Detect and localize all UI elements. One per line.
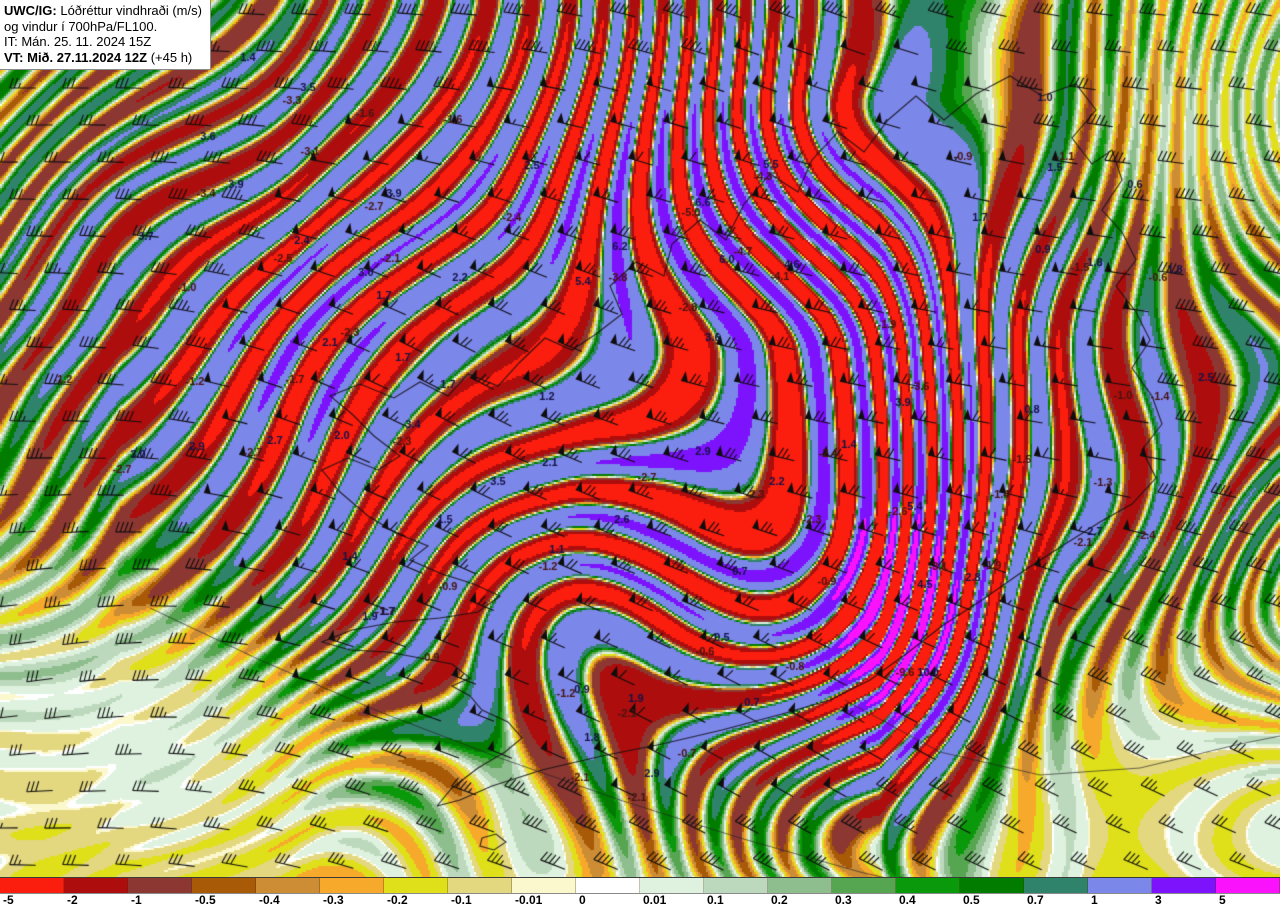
colorbar-tick-label: 5 <box>1219 893 1226 907</box>
colorbar-swatch <box>320 878 384 893</box>
colorbar-swatch <box>192 878 256 893</box>
map-info-box: UWC/IG: Lóðréttur vindhraði (m/s) og vin… <box>0 0 211 70</box>
map-area: UWC/IG: Lóðréttur vindhraði (m/s) og vin… <box>0 0 1280 877</box>
vertical-velocity-map-canvas <box>0 0 1280 877</box>
colorbar-swatch <box>448 878 512 893</box>
valid-time-offset: (+45 h) <box>150 49 193 65</box>
colorbar-swatches <box>0 877 1280 894</box>
colorbar-tick-label: 0.4 <box>899 893 916 907</box>
colorbar-swatch <box>640 878 704 893</box>
colorbar-swatch <box>64 878 128 893</box>
init-time-line: IT: Mán. 25. 11. 2024 15Z <box>4 34 152 49</box>
colorbar-tick-label: -0.01 <box>515 893 543 907</box>
map-title: Lóðréttur vindhraði (m/s) <box>60 3 202 18</box>
colorbar-tick-label: 0.5 <box>963 893 980 907</box>
colorbar-tick-label: -1 <box>131 893 142 907</box>
colorbar-tick-label: 0.01 <box>643 893 667 907</box>
colorbar-swatch <box>512 878 576 893</box>
colorbar-swatch <box>960 878 1024 893</box>
colorbar-tick-label: 1 <box>1091 893 1098 907</box>
colorbar-tick-label: -0.3 <box>323 893 344 907</box>
colorbar-tick-label: 0 <box>579 893 586 907</box>
colorbar-tick-label: 0.7 <box>1027 893 1044 907</box>
colorbar-swatch <box>0 878 64 893</box>
valid-time-bold: VT: Mið. 27.11.2024 12Z <box>4 49 148 65</box>
colorbar-tick-label: -0.5 <box>195 893 216 907</box>
model-label: UWC/IG: <box>4 3 57 18</box>
colorbar-legend: -5 -2 -1 -0.5 -0.4 -0.3 -0.2 -0.1 -0.01 0 0.01 0.1 0… <box>0 877 1280 908</box>
colorbar-swatch <box>256 878 320 893</box>
colorbar-tick-labels: -5 -2 -1 -0.5 -0.4 -0.3 -0.2 -0.1 -0.01 0 0.01 0.1 0… <box>0 893 1280 908</box>
colorbar-swatch <box>128 878 192 893</box>
colorbar-tick-label: 0.3 <box>835 893 852 907</box>
colorbar-tick-label: 3 <box>1155 893 1162 907</box>
colorbar-tick-label: -5 <box>3 893 14 907</box>
colorbar-swatch <box>896 878 960 893</box>
colorbar-swatch <box>384 878 448 893</box>
map-title-line: UWC/IG: Lóðréttur vindhraði (m/s) <box>4 3 202 19</box>
colorbar-tick-label: 0.1 <box>707 893 724 907</box>
valid-time-line: VT: Mið. 27.11.2024 12Z (+45 h) <box>4 50 202 66</box>
map-subtitle: og vindur í 700hPa/FL100. <box>4 18 158 34</box>
colorbar-swatch <box>576 878 640 893</box>
colorbar-tick-label: -2 <box>67 893 78 907</box>
colorbar-tick-label: -0.4 <box>259 893 280 907</box>
colorbar-swatch <box>704 878 768 893</box>
colorbar-swatch <box>1216 878 1280 893</box>
colorbar-swatch <box>832 878 896 893</box>
colorbar-swatch <box>1152 878 1216 893</box>
colorbar-tick-label: -0.1 <box>451 893 472 907</box>
colorbar-tick-label: -0.2 <box>387 893 408 907</box>
colorbar-swatch <box>1024 878 1088 893</box>
colorbar-swatch <box>1088 878 1152 893</box>
colorbar-swatch <box>768 878 832 893</box>
colorbar-tick-label: 0.2 <box>771 893 788 907</box>
